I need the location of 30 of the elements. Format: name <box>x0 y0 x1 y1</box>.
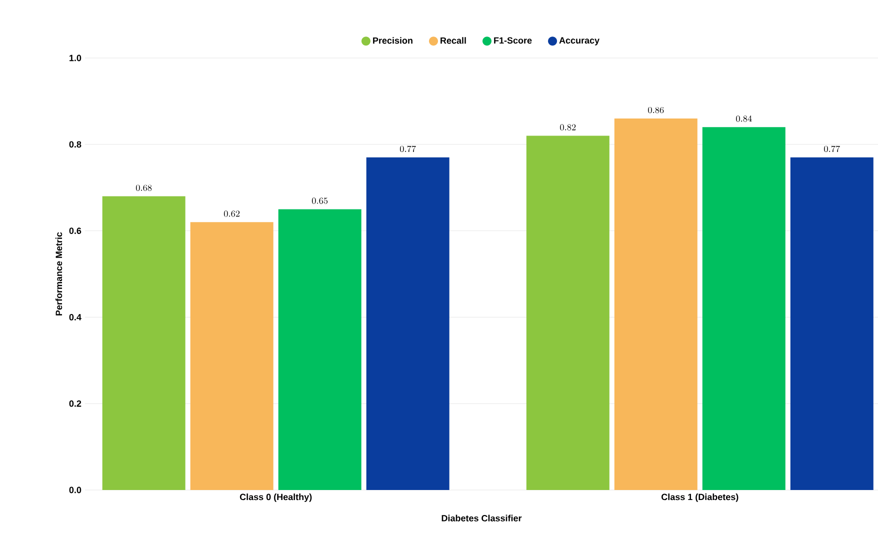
data-label: 0.68 <box>136 184 152 191</box>
data-label: 0.77 <box>824 146 840 152</box>
bar <box>702 127 786 490</box>
bar <box>526 136 610 490</box>
y-tick-label: 0.4 <box>69 314 82 320</box>
legend-label: Recall <box>440 37 466 44</box>
bar <box>366 157 450 490</box>
legend-label: F1-Score <box>494 37 532 44</box>
x-tick-label: Class 1 (Diabetes) <box>662 494 738 502</box>
x-tick-label: Class 0 (Healthy) <box>240 494 312 502</box>
legend-label: Precision <box>373 37 412 44</box>
data-label: 0.65 <box>312 198 328 204</box>
bar <box>614 118 698 490</box>
bar <box>102 196 186 490</box>
bar <box>790 157 874 490</box>
x-axis-title: Diabetes Classifier <box>442 514 522 522</box>
data-label: 0.62 <box>224 210 240 217</box>
bar <box>278 209 362 490</box>
y-tick-label: 0.6 <box>69 228 82 234</box>
y-tick-label: 1.0 <box>70 54 82 62</box>
y-tick-label: 0.2 <box>69 400 82 407</box>
y-tick-label: 0.8 <box>69 141 82 148</box>
y-tick-label: 0.0 <box>69 486 82 494</box>
data-label: 0.82 <box>560 124 576 130</box>
data-label: 0.77 <box>400 146 416 152</box>
data-label: 0.84 <box>736 115 752 122</box>
y-axis-title: Performance Metric <box>55 232 62 316</box>
data-label: 0.86 <box>648 106 664 114</box>
legend-label: Accuracy <box>559 37 600 46</box>
bar <box>190 222 274 490</box>
